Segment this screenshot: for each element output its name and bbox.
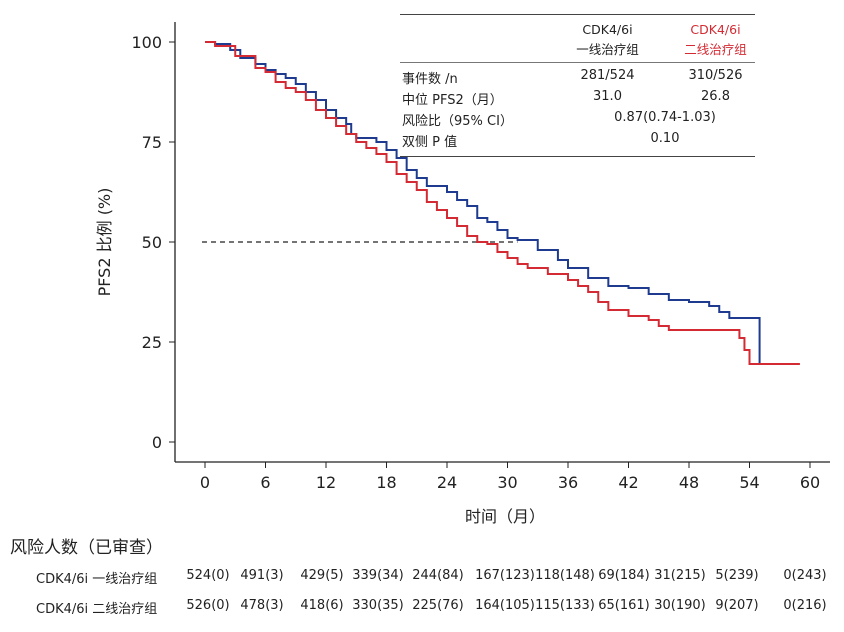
table-row-label: 风险比（95% CI）	[402, 114, 513, 129]
table-row-combined: 0.87(0.74-1.03)	[614, 110, 716, 125]
at-risk-value: 65(161)	[598, 598, 650, 613]
survival-curve-first-line	[205, 41, 761, 364]
table-row-label: 中位 PFS2（月）	[402, 93, 503, 108]
x-tick-label: 12	[316, 473, 336, 492]
table-row-first-line: 31.0	[593, 89, 622, 104]
table-row-second-line: 26.8	[701, 89, 730, 104]
at-risk-value: 330(35)	[352, 598, 404, 613]
at-risk-value: 115(133)	[535, 598, 595, 613]
x-tick-label: 0	[200, 473, 210, 492]
x-tick-label: 24	[437, 473, 457, 492]
at-risk-value: 69(184)	[598, 568, 650, 583]
at-risk-row-label: CDK4/6i 二线治疗组	[36, 602, 158, 617]
x-tick-label: 36	[558, 473, 578, 492]
y-tick-label: 50	[142, 233, 162, 252]
at-risk-value: 5(239)	[715, 568, 759, 583]
at-risk-value: 30(190)	[654, 598, 706, 613]
header-second-line: CDK4/6i 二线治疗组	[668, 20, 763, 60]
header-first-line-2: 一线治疗组	[576, 42, 639, 57]
y-tick-label: 100	[131, 33, 162, 52]
table-row-label: 事件数 /n	[402, 72, 458, 87]
x-tick-label: 48	[679, 473, 699, 492]
x-axis-label: 时间（月）	[465, 507, 545, 526]
at-risk-value: 9(207)	[715, 598, 759, 613]
table-row-label: 双侧 P 值	[402, 135, 458, 150]
at-risk-title: 风险人数（已审查）	[10, 538, 163, 558]
y-tick-label: 25	[142, 333, 162, 352]
x-tick-label: 30	[497, 473, 517, 492]
at-risk-value: 491(3)	[240, 568, 284, 583]
x-tick-label: 54	[739, 473, 759, 492]
at-risk-value: 339(34)	[352, 568, 404, 583]
at-risk-row-label: CDK4/6i 一线治疗组	[36, 572, 158, 587]
header-first-line: CDK4/6i 一线治疗组	[560, 20, 655, 60]
header-first-line-1: CDK4/6i	[582, 22, 633, 37]
x-tick-label: 18	[376, 473, 396, 492]
header-second-line-1: CDK4/6i	[690, 22, 741, 37]
at-risk-value: 118(148)	[535, 568, 595, 583]
at-risk-value: 31(215)	[654, 568, 706, 583]
at-risk-value: 0(243)	[783, 568, 827, 583]
table-row-combined: 0.10	[650, 131, 680, 146]
header-second-line-2: 二线治疗组	[684, 42, 747, 57]
survival-curve-second-line	[205, 41, 800, 365]
at-risk-value: 0(216)	[783, 598, 827, 613]
x-tick-label: 6	[260, 473, 270, 492]
at-risk-value: 164(105)	[475, 598, 535, 613]
at-risk-value: 429(5)	[300, 568, 344, 583]
y-tick-label: 0	[152, 433, 162, 452]
at-risk-value: 478(3)	[240, 598, 284, 613]
at-risk-value: 167(123)	[475, 568, 535, 583]
table-row-first-line: 281/524	[580, 68, 635, 83]
at-risk-value: 225(76)	[412, 598, 464, 613]
at-risk-value: 526(0)	[186, 598, 230, 613]
x-tick-label: 42	[618, 473, 638, 492]
at-risk-value: 418(6)	[300, 598, 344, 613]
y-tick-label: 75	[142, 133, 162, 152]
at-risk-value: 524(0)	[186, 568, 230, 583]
y-axis-label: PFS2 比例 (%)	[95, 188, 114, 297]
table-row-second-line: 310/526	[688, 68, 743, 83]
x-tick-label: 60	[800, 473, 820, 492]
at-risk-value: 244(84)	[412, 568, 464, 583]
